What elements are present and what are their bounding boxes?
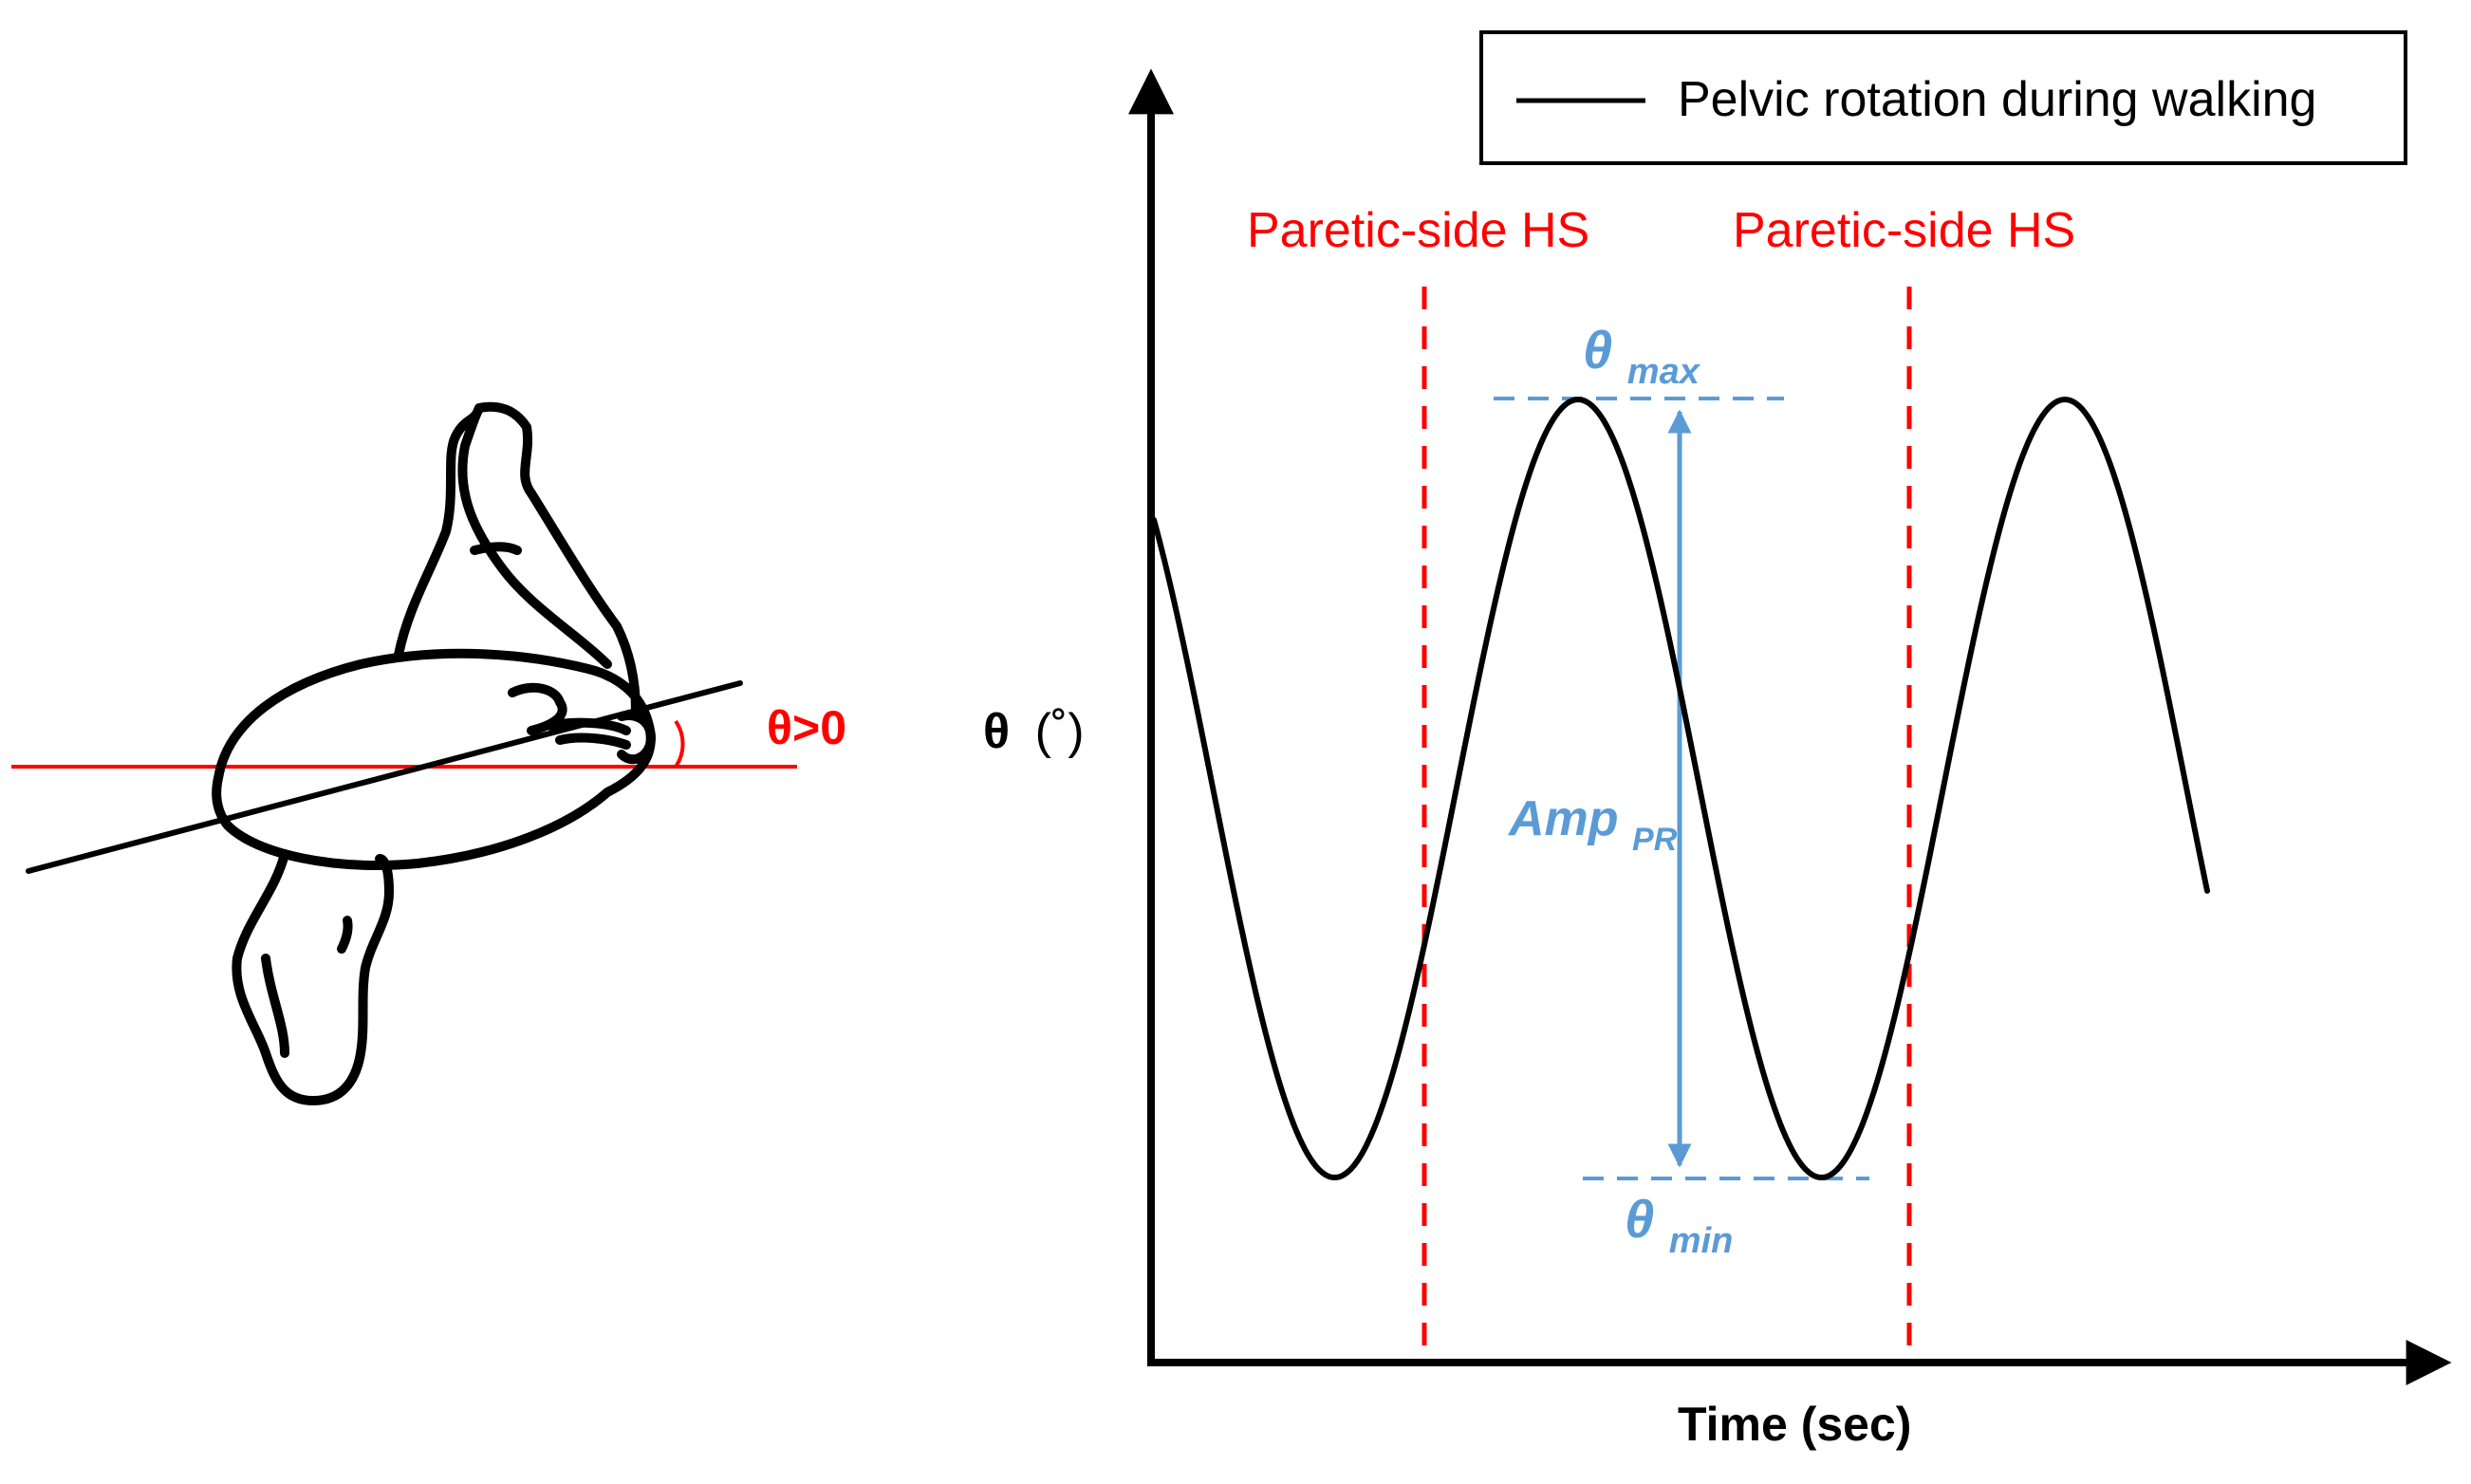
event-label-2: Paretic-side HS bbox=[1733, 203, 2075, 258]
amplitude-subscript: PR bbox=[1632, 822, 1678, 858]
amplitude-label: Amp PR bbox=[1507, 791, 1678, 858]
theta-min-label: θ min bbox=[1625, 1189, 1733, 1261]
y-axis-unit: (˚) bbox=[1035, 704, 1085, 759]
pelvic-rotation-curve bbox=[1151, 397, 2210, 1180]
angle-label: θ>0 bbox=[767, 701, 846, 754]
amplitude-symbol: Amp bbox=[1507, 791, 1619, 846]
theta-min-subscript: min bbox=[1669, 1221, 1734, 1261]
pelvis-panel: θ>0 bbox=[11, 401, 846, 1105]
theta-max-label: θ max bbox=[1583, 320, 1701, 392]
y-axis-symbol: θ bbox=[983, 704, 1010, 759]
y-axis-label: θ (˚) bbox=[983, 704, 1085, 759]
legend-box bbox=[1479, 30, 2407, 165]
legend-label: Pelvic rotation during walking bbox=[1678, 72, 2316, 127]
event-label-1: Paretic-side HS bbox=[1247, 203, 1589, 258]
theta-max-subscript: max bbox=[1627, 352, 1701, 392]
pelvis-sketch bbox=[212, 401, 656, 1105]
pelvic-axis-line bbox=[26, 680, 743, 874]
angle-arc bbox=[674, 719, 685, 769]
theta-max-symbol: θ bbox=[1583, 320, 1612, 380]
graph-panel: Pelvic rotation during walking θ (˚) Tim… bbox=[983, 30, 2452, 1451]
x-axis-label: Time (sec) bbox=[1678, 1398, 1911, 1451]
legend: Pelvic rotation during walking bbox=[1479, 30, 2407, 165]
theta-min-symbol: θ bbox=[1625, 1189, 1654, 1249]
